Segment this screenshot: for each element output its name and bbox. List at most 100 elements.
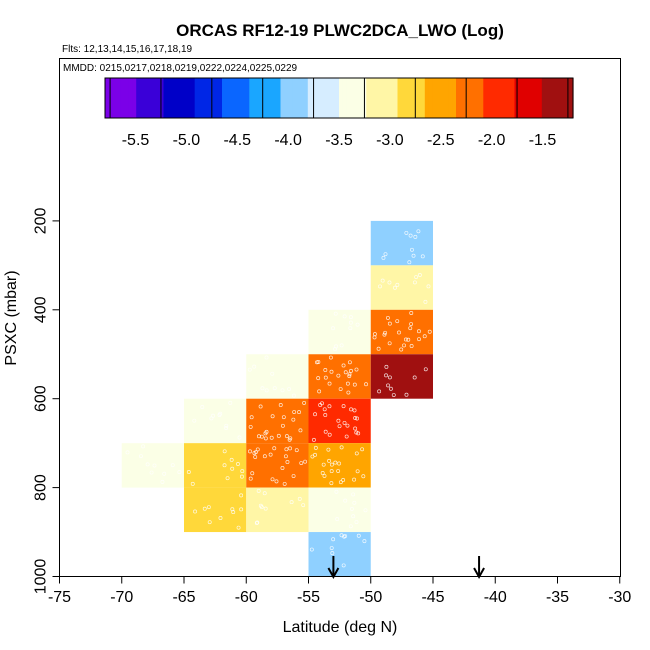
colorbar-segment [522, 78, 527, 118]
colorbar-segment [561, 78, 566, 118]
sample-point [336, 373, 341, 378]
colorbar-segment [307, 78, 313, 118]
sample-point [387, 321, 392, 326]
sample-point [355, 322, 360, 327]
colorbar-segment [144, 78, 149, 118]
colorbar-segment [296, 78, 301, 118]
sample-point [289, 500, 294, 505]
colorbar-tick-label: -2.5 [427, 132, 455, 149]
colorbar-segment [225, 78, 231, 118]
sample-point [263, 436, 268, 441]
sample-point [355, 416, 359, 421]
sample-point [260, 386, 265, 391]
colorbar-segment [179, 78, 184, 118]
x-tick-label: -45 [421, 589, 444, 606]
colorbar-segment [335, 78, 340, 118]
sample-point [291, 393, 296, 398]
sample-point [372, 335, 377, 340]
sample-point [270, 414, 275, 419]
colorbar-segment [350, 78, 356, 118]
sample-point [407, 260, 412, 265]
sample-point [239, 507, 244, 512]
colorbar-segment [467, 78, 473, 118]
sample-point [329, 369, 334, 374]
sample-point [297, 410, 302, 415]
heatmap-cell [370, 309, 433, 355]
sample-point [395, 319, 400, 324]
sample-point [193, 509, 197, 514]
sample-point [333, 311, 338, 316]
colorbar-segment [194, 78, 200, 118]
colorbar-segment [534, 78, 539, 118]
sample-point [207, 520, 212, 525]
sample-point [383, 330, 388, 335]
colorbar-tick-label: -2.0 [478, 132, 506, 149]
sample-point [345, 381, 350, 386]
sample-point [408, 233, 413, 238]
colorbar-segment [284, 78, 289, 118]
sample-point [420, 254, 425, 259]
sample-point [338, 387, 343, 391]
colorbar-segment [222, 78, 227, 118]
sample-point [283, 454, 288, 459]
sample-point [403, 337, 408, 342]
y-tick-label: 1000 [33, 559, 50, 595]
sample-point [294, 448, 299, 453]
sample-point [274, 479, 279, 484]
sample-point [248, 424, 253, 429]
sample-point [239, 493, 244, 498]
sample-point [252, 451, 257, 456]
colorbar-segment [530, 78, 535, 118]
sample-point [349, 506, 354, 511]
y-tick-label: 600 [33, 385, 50, 412]
sample-point [399, 347, 404, 352]
colorbar-segment [136, 78, 141, 118]
sample-point [322, 473, 327, 478]
sample-point [276, 433, 281, 438]
sample-point [361, 474, 366, 479]
colorbar-segment [261, 78, 266, 118]
sample-point [409, 322, 414, 326]
sample-point [349, 368, 353, 373]
colorbar-segment [366, 78, 371, 118]
sample-point [385, 315, 390, 320]
colorbar-segment [272, 78, 278, 118]
sample-point [356, 533, 361, 538]
colorbar-segment [147, 78, 153, 118]
heatmap-cell [246, 487, 309, 533]
heatmap-cell [308, 443, 371, 488]
sample-point [329, 462, 334, 467]
heatmap-cell [370, 265, 433, 310]
colorbar-tick-label: -5.5 [122, 132, 150, 149]
sample-point [354, 367, 359, 372]
sample-point [326, 447, 331, 452]
heatmap-cell [308, 398, 371, 444]
colorbar-segment [124, 78, 129, 118]
x-tick-label: -75 [48, 589, 71, 606]
sample-point [352, 382, 357, 387]
sample-point [177, 470, 182, 475]
heatmap-cell [308, 309, 371, 355]
sample-point [423, 299, 428, 304]
sample-point [255, 520, 260, 525]
colorbar-segment [378, 78, 383, 118]
sample-point [237, 435, 242, 440]
sample-point [342, 314, 347, 319]
colorbar-segment [159, 78, 165, 118]
colorbar-segment [385, 78, 391, 118]
sample-point [252, 364, 257, 369]
colorbar-tick-label: -4.0 [274, 132, 302, 149]
sample-point [200, 404, 205, 409]
sample-point [336, 418, 341, 423]
colorbar-segment [428, 78, 434, 118]
colorbar-segment [393, 78, 399, 118]
sample-point [240, 469, 245, 474]
sample-point [270, 477, 275, 482]
sample-point [323, 375, 328, 380]
colorbar-segment [303, 78, 309, 118]
sample-point [353, 426, 358, 431]
sample-point [327, 458, 332, 463]
colorbar-segment [167, 78, 172, 118]
colorbar-segment [471, 78, 477, 118]
colorbar-segment [253, 78, 258, 118]
